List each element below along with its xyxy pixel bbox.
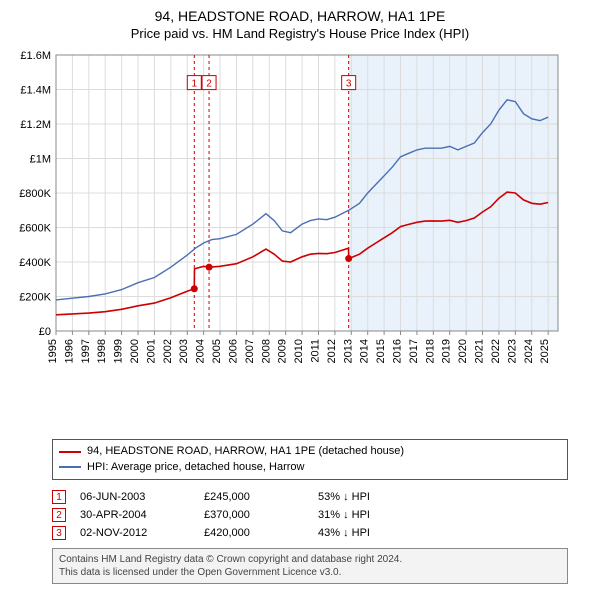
svg-text:1997: 1997	[80, 339, 92, 363]
svg-text:2005: 2005	[211, 339, 223, 363]
svg-text:£600K: £600K	[19, 223, 51, 235]
svg-text:2011: 2011	[309, 339, 321, 363]
svg-text:2008: 2008	[260, 339, 272, 363]
svg-text:2016: 2016	[392, 339, 404, 363]
chart-plot: £0 £200K £400K £600K £800K £1M £1.2M £1.4M £1.6M…	[10, 47, 590, 433]
legend-label: 94, HEADSTONE ROAD, HARROW, HA1 1PE (det…	[87, 444, 404, 459]
legend-label: HPI: Average price, detached house, Harr…	[87, 460, 304, 475]
svg-text:2017: 2017	[408, 339, 420, 363]
svg-text:2007: 2007	[244, 339, 256, 363]
sale-price: £245,000	[204, 491, 304, 503]
legend-swatch	[59, 451, 81, 453]
svg-text:2001: 2001	[145, 339, 157, 363]
sale-row: 1 06-JUN-2003 £245,000 53% ↓ HPI	[52, 488, 568, 506]
legend-item: HPI: Average price, detached house, Harr…	[59, 460, 561, 475]
svg-text:2004: 2004	[195, 339, 207, 363]
svg-text:2002: 2002	[162, 339, 174, 363]
svg-text:1996: 1996	[63, 339, 75, 363]
sale-marker-icon: 3	[52, 526, 66, 540]
sales-table: 1 06-JUN-2003 £245,000 53% ↓ HPI 2 30-APR-200…	[52, 488, 568, 542]
svg-text:2: 2	[206, 79, 212, 90]
svg-text:2014: 2014	[359, 339, 371, 363]
svg-text:£1.4M: £1.4M	[20, 85, 51, 97]
svg-text:£200K: £200K	[19, 292, 51, 304]
chart-title: 94, HEADSTONE ROAD, HARROW, HA1 1PE	[10, 8, 590, 24]
legend: 94, HEADSTONE ROAD, HARROW, HA1 1PE (det…	[52, 439, 568, 480]
footer-line: Contains HM Land Registry data © Crown c…	[59, 553, 561, 566]
svg-text:2000: 2000	[129, 339, 141, 363]
sale-delta: 53% ↓ HPI	[318, 491, 438, 503]
svg-text:2010: 2010	[293, 339, 305, 363]
svg-text:2020: 2020	[457, 339, 469, 363]
sale-delta: 43% ↓ HPI	[318, 527, 438, 539]
chart-svg: £0 £200K £400K £600K £800K £1M £1.2M £1.4M £1.6M…	[10, 47, 570, 377]
svg-text:1: 1	[192, 79, 198, 90]
svg-text:2003: 2003	[178, 339, 190, 363]
legend-swatch	[59, 466, 81, 468]
sale-price: £370,000	[204, 509, 304, 521]
footer-line: This data is licensed under the Open Gov…	[59, 566, 561, 579]
svg-text:2023: 2023	[506, 339, 518, 363]
svg-text:£0: £0	[39, 326, 51, 338]
sale-row: 2 30-APR-2004 £370,000 31% ↓ HPI	[52, 506, 568, 524]
sale-marker-icon: 2	[52, 508, 66, 522]
chart-subtitle: Price paid vs. HM Land Registry's House …	[10, 26, 590, 41]
svg-text:2024: 2024	[523, 339, 535, 363]
svg-text:1999: 1999	[113, 339, 125, 363]
sale-row: 3 02-NOV-2012 £420,000 43% ↓ HPI	[52, 524, 568, 542]
svg-text:£1M: £1M	[30, 154, 51, 166]
svg-text:2009: 2009	[277, 339, 289, 363]
svg-text:2025: 2025	[539, 339, 551, 363]
svg-text:£1.6M: £1.6M	[20, 50, 51, 62]
sale-date: 02-NOV-2012	[80, 527, 190, 539]
footer-attribution: Contains HM Land Registry data © Crown c…	[52, 548, 568, 584]
svg-text:£1.2M: £1.2M	[20, 119, 51, 131]
sale-marker-icon: 1	[52, 490, 66, 504]
svg-text:2019: 2019	[441, 339, 453, 363]
svg-text:2022: 2022	[490, 339, 502, 363]
svg-text:2013: 2013	[342, 339, 354, 363]
sale-date: 30-APR-2004	[80, 509, 190, 521]
svg-text:2012: 2012	[326, 339, 338, 363]
svg-text:1998: 1998	[96, 339, 108, 363]
svg-text:2018: 2018	[424, 339, 436, 363]
legend-item: 94, HEADSTONE ROAD, HARROW, HA1 1PE (det…	[59, 444, 561, 459]
sale-delta: 31% ↓ HPI	[318, 509, 438, 521]
sale-date: 06-JUN-2003	[80, 491, 190, 503]
svg-text:3: 3	[346, 79, 352, 90]
chart-container: 94, HEADSTONE ROAD, HARROW, HA1 1PE Pric…	[0, 0, 600, 590]
svg-text:£800K: £800K	[19, 188, 51, 200]
svg-text:2021: 2021	[474, 339, 486, 363]
sale-price: £420,000	[204, 527, 304, 539]
svg-text:£400K: £400K	[19, 257, 51, 269]
svg-text:2006: 2006	[227, 339, 239, 363]
svg-text:2015: 2015	[375, 339, 387, 363]
svg-text:1995: 1995	[47, 339, 59, 363]
